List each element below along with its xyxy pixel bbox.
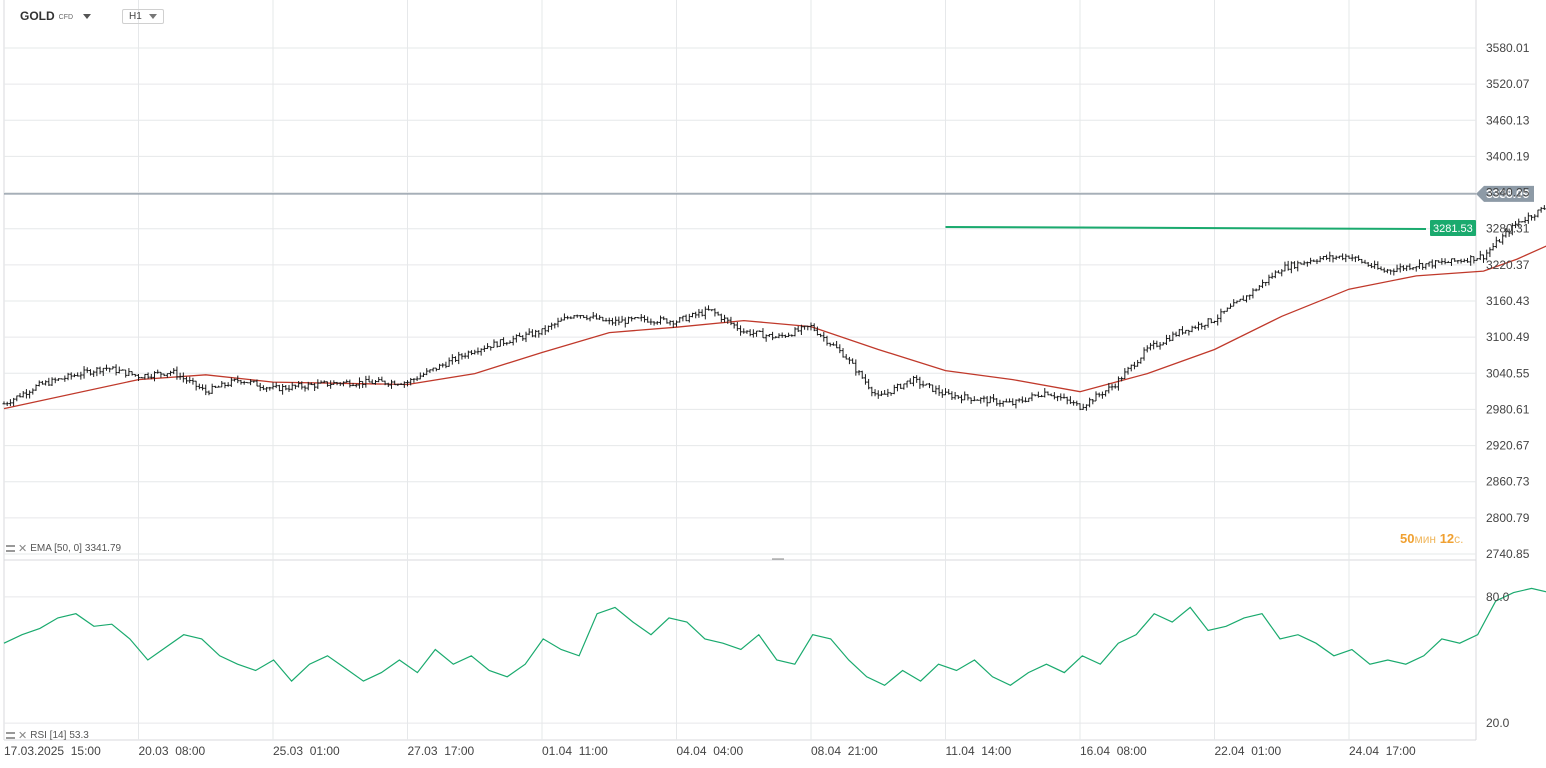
candle-countdown: 50мин 12с. bbox=[1400, 531, 1464, 546]
support-price-badge bbox=[1430, 219, 1476, 236]
price-tick-label: 2860.73 bbox=[1486, 475, 1530, 489]
rsi-tick-label: 80.0 bbox=[1486, 590, 1510, 604]
time-tick-label: 25.03 01:00 bbox=[273, 744, 340, 758]
rsi-indicator-legend: ✕ RSI [14] 53.3 bbox=[6, 729, 89, 742]
price-tick-label: 3100.49 bbox=[1486, 330, 1530, 344]
close-icon[interactable]: ✕ bbox=[18, 730, 28, 742]
ema-indicator-legend: ✕ EMA [50, 0] 3341.79 bbox=[6, 542, 121, 555]
time-tick-label: 08.04 21:00 bbox=[811, 744, 878, 758]
price-tick-label: 3460.13 bbox=[1486, 113, 1530, 127]
price-tick-label: 3340.25 bbox=[1486, 186, 1530, 200]
price-tick-label: 2980.61 bbox=[1486, 402, 1530, 416]
chevron-down-icon[interactable] bbox=[149, 14, 157, 19]
price-tick-label: 3040.55 bbox=[1486, 366, 1530, 380]
timeframe-label: H1 bbox=[129, 11, 142, 22]
price-tick-label: 3400.19 bbox=[1486, 149, 1530, 163]
countdown-minutes: 50 bbox=[1400, 531, 1415, 546]
rsi-value: 53.3 bbox=[69, 730, 89, 741]
time-tick-label: 22.04 01:00 bbox=[1215, 744, 1282, 758]
countdown-seconds-unit: с. bbox=[1454, 532, 1464, 546]
price-tick-label: 2800.79 bbox=[1486, 511, 1530, 525]
time-tick-label: 17.03.2025 15:00 bbox=[4, 744, 101, 758]
rsi-line bbox=[3, 587, 1546, 687]
time-tick-label: 20.03 08:00 bbox=[139, 744, 206, 758]
indicator-settings-icon[interactable] bbox=[6, 732, 15, 739]
symbol-selector[interactable]: GOLD CFD bbox=[20, 9, 92, 23]
price-tick-label: 3280.31 bbox=[1486, 222, 1530, 236]
countdown-minutes-unit: мин bbox=[1414, 532, 1437, 546]
symbol-name: GOLD bbox=[20, 9, 55, 23]
chevron-down-icon[interactable] bbox=[83, 13, 92, 19]
current-price-marker bbox=[1476, 185, 1534, 202]
rsi-tick-label: 20.0 bbox=[1486, 716, 1510, 730]
timeframe-selector[interactable]: H1 bbox=[122, 9, 164, 24]
indicator-settings-icon[interactable] bbox=[6, 545, 15, 552]
instrument-type: CFD bbox=[58, 14, 74, 21]
price-tick-label: 3580.01 bbox=[1486, 41, 1530, 55]
countdown-seconds: 12 bbox=[1439, 531, 1455, 546]
rsi-line-layer bbox=[3, 587, 1546, 687]
price-tick-label: 2920.67 bbox=[1486, 439, 1530, 453]
rsi-label: RSI [14] bbox=[30, 730, 67, 741]
ema-50-line bbox=[3, 245, 1546, 410]
chart-overlay: 3338.09 3281.53 bbox=[4, 185, 1534, 236]
price-axis[interactable]: 3580.01 3520.07 3460.13 3400.19 3340.25 3280.… bbox=[1486, 41, 1530, 730]
chart-grid bbox=[3, 0, 1477, 741]
time-axis[interactable]: 17.03.2025 15:00 20.03 08:00 25.03 01:00 27… bbox=[4, 744, 1416, 758]
price-tick-label: 3220.37 bbox=[1486, 258, 1530, 272]
candlestick-layer bbox=[2, 205, 1546, 411]
ema-value: 3341.79 bbox=[84, 543, 122, 554]
close-icon[interactable]: ✕ bbox=[18, 543, 28, 555]
price-tick-label: 3520.07 bbox=[1486, 77, 1530, 91]
time-tick-label: 24.04 17:00 bbox=[1349, 744, 1416, 758]
support-line bbox=[945, 225, 1427, 230]
time-tick-label: 11.04 14:00 bbox=[946, 744, 1012, 758]
support-price-label: 3281.53 bbox=[1433, 223, 1473, 235]
current-price-label: 3338.09 bbox=[1486, 187, 1530, 201]
time-tick-label: 04.04 04:00 bbox=[677, 744, 744, 758]
ema-line-layer bbox=[3, 245, 1546, 410]
time-tick-label: 16.04 08:00 bbox=[1080, 744, 1147, 758]
ema-label: EMA [50, 0] bbox=[30, 543, 82, 554]
price-tick-label: 3160.43 bbox=[1486, 294, 1530, 308]
price-tick-label: 2740.85 bbox=[1486, 547, 1530, 561]
time-tick-label: 27.03 17:00 bbox=[408, 744, 475, 758]
time-tick-label: 01.04 11:00 bbox=[542, 744, 608, 758]
